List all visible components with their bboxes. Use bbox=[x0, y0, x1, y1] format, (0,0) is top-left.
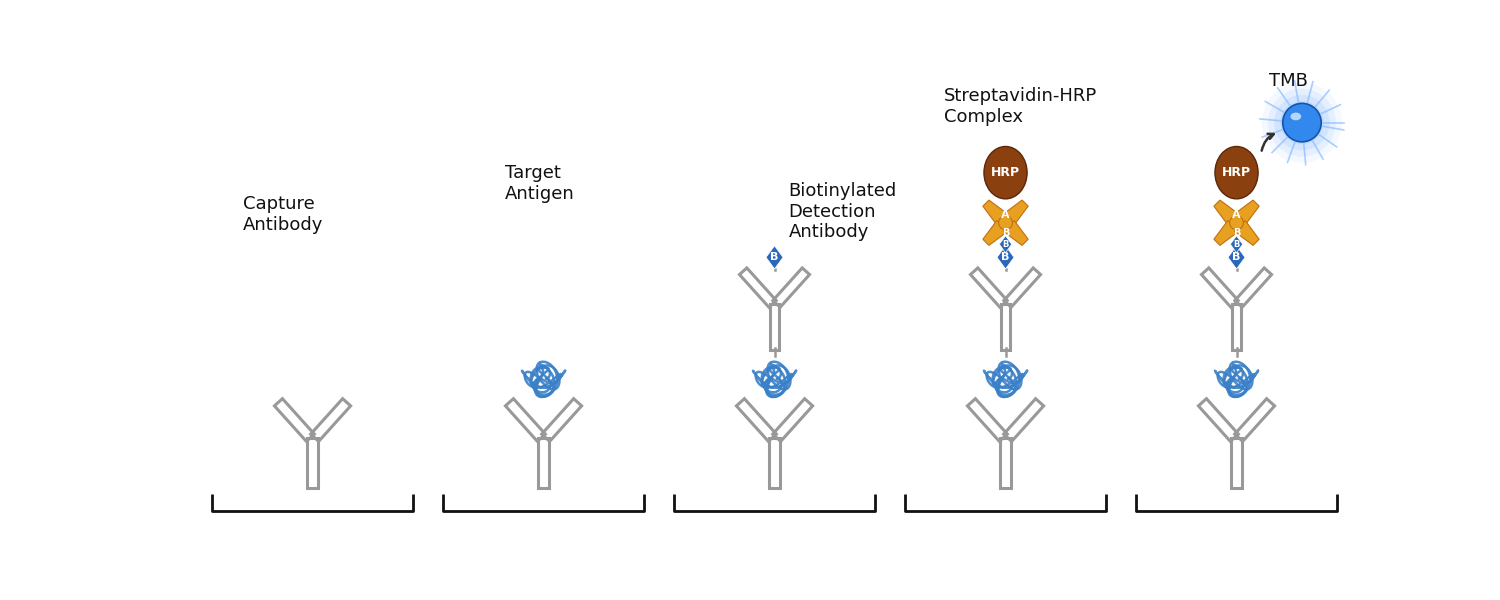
Text: A: A bbox=[1232, 210, 1240, 220]
Polygon shape bbox=[1234, 200, 1258, 225]
Polygon shape bbox=[1228, 246, 1245, 269]
Text: B: B bbox=[1233, 253, 1240, 262]
Polygon shape bbox=[1214, 200, 1239, 225]
Text: Streptavidin-HRP
Complex: Streptavidin-HRP Complex bbox=[944, 87, 1096, 126]
Text: HRP: HRP bbox=[1222, 166, 1251, 179]
Circle shape bbox=[1275, 95, 1329, 151]
Text: Capture
Antibody: Capture Antibody bbox=[243, 195, 324, 233]
Polygon shape bbox=[766, 246, 783, 269]
Polygon shape bbox=[999, 236, 1011, 253]
Text: B: B bbox=[771, 253, 778, 262]
Bar bbox=[770, 304, 780, 350]
Ellipse shape bbox=[1215, 146, 1258, 199]
Bar bbox=[1232, 438, 1242, 488]
Polygon shape bbox=[982, 221, 1008, 245]
Circle shape bbox=[1230, 216, 1244, 230]
Text: Target
Antigen: Target Antigen bbox=[506, 164, 574, 203]
Circle shape bbox=[1262, 83, 1342, 163]
Polygon shape bbox=[982, 200, 1008, 225]
Bar bbox=[538, 438, 549, 488]
Bar bbox=[1232, 304, 1242, 350]
Text: B: B bbox=[1233, 240, 1239, 249]
Circle shape bbox=[1268, 89, 1336, 157]
Circle shape bbox=[999, 216, 1012, 230]
Bar bbox=[1000, 438, 1011, 488]
Polygon shape bbox=[1004, 221, 1028, 245]
Text: HRP: HRP bbox=[992, 166, 1020, 179]
Text: B: B bbox=[1002, 229, 1010, 238]
Bar bbox=[308, 438, 318, 488]
Text: B: B bbox=[1002, 240, 1008, 249]
Circle shape bbox=[1281, 101, 1323, 144]
Polygon shape bbox=[1234, 221, 1258, 245]
Text: A: A bbox=[1000, 210, 1010, 220]
Polygon shape bbox=[1214, 221, 1239, 245]
Text: B: B bbox=[1233, 229, 1240, 238]
Text: Biotinylated
Detection
Antibody: Biotinylated Detection Antibody bbox=[789, 182, 897, 241]
Bar bbox=[1000, 304, 1011, 350]
Ellipse shape bbox=[1282, 103, 1322, 142]
Ellipse shape bbox=[984, 146, 1028, 199]
Polygon shape bbox=[1004, 200, 1028, 225]
Polygon shape bbox=[1230, 236, 1242, 253]
Bar bbox=[770, 438, 780, 488]
Text: B: B bbox=[1002, 253, 1010, 262]
Text: TMB: TMB bbox=[1269, 72, 1308, 90]
Polygon shape bbox=[998, 246, 1014, 269]
Ellipse shape bbox=[1290, 113, 1300, 121]
